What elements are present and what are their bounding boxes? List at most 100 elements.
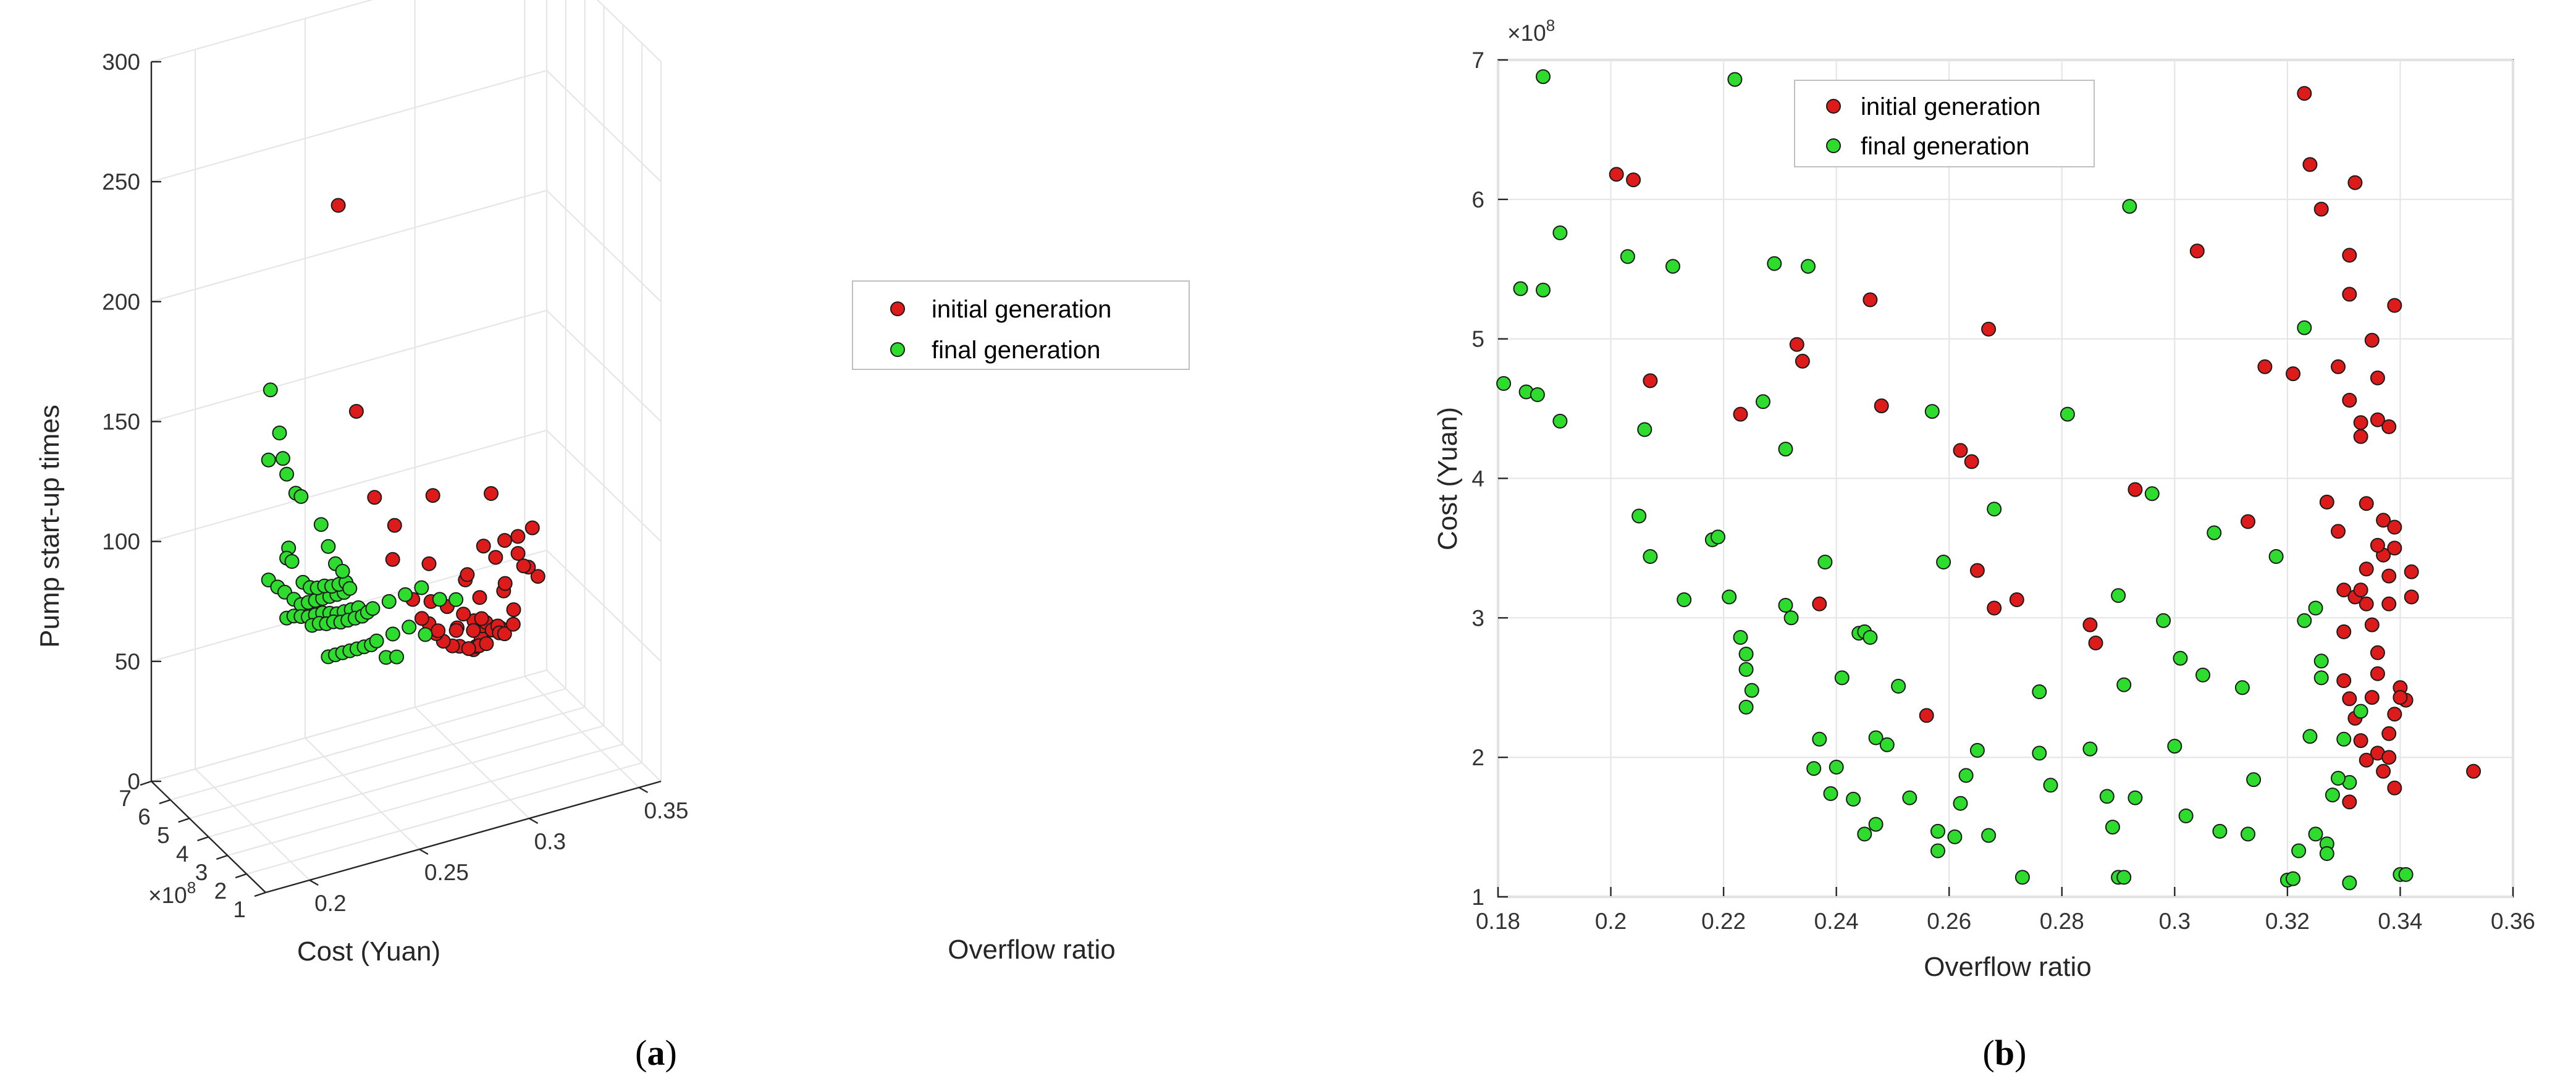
chart-a-gridline-z-back xyxy=(151,70,547,183)
chart-b-point-final xyxy=(1817,555,1833,569)
chart-b-point-final xyxy=(1812,731,1827,747)
chart-a-gridline-z-back xyxy=(151,309,547,422)
chart-b-point-initial xyxy=(2342,287,2357,302)
chart-b-point-initial xyxy=(1964,454,1979,469)
chart-b-point-initial xyxy=(2387,780,2402,796)
chart-a-points xyxy=(261,198,545,665)
chart-a-point-final xyxy=(418,627,433,642)
chart-a-legend-label-initial: initial generation xyxy=(932,296,1111,323)
chart-b-point-final xyxy=(2116,677,2132,692)
chart-b-point-final xyxy=(2308,600,2323,616)
chart-a-point-initial xyxy=(505,616,521,632)
chart-a-z-tick-label: 150 xyxy=(102,410,140,435)
chart-a-gridline-cost-floor xyxy=(246,762,642,875)
chart-a-point-initial xyxy=(497,533,512,548)
chart-a-point-final xyxy=(385,626,400,642)
chart-b-point-final xyxy=(2325,788,2340,803)
chart-b-x-tick-label: 0.32 xyxy=(2265,909,2310,934)
chart-b-point-final xyxy=(1778,442,1793,457)
chart-b-point-final xyxy=(1756,394,1770,410)
chart-a-point-initial xyxy=(510,546,526,561)
chart-b-point-initial xyxy=(2331,359,2346,374)
chart-b-point-final xyxy=(2032,746,2047,761)
chart-a-y-axis-label: Overflow ratio xyxy=(948,934,1115,965)
chart-b-point-final xyxy=(2173,650,2188,666)
chart-b-point-final xyxy=(1868,730,1884,746)
chart-a-point-final xyxy=(369,633,384,649)
chart-a-z-tick-label: 100 xyxy=(102,529,140,555)
chart-b-point-initial xyxy=(2353,429,2368,444)
chart-b-point-initial xyxy=(2387,707,2402,722)
chart-b-point-initial xyxy=(2342,794,2357,810)
chart-a-point-initial xyxy=(497,626,512,642)
chart-a-point-final xyxy=(335,563,350,579)
chart-b-point-initial xyxy=(2370,412,2385,427)
chart-b-x-tick-label: 0.2 xyxy=(1595,909,1627,934)
chart-b-point-initial xyxy=(2088,636,2103,650)
chart-a-point-final xyxy=(293,489,309,504)
chart-a-z-tick-label: 300 xyxy=(102,49,140,75)
chart-a-point-initial xyxy=(530,569,545,584)
chart-b-point-initial xyxy=(2336,624,2352,639)
chart-a-gridline-cost-floor xyxy=(189,706,585,820)
chart-b-point-initial xyxy=(1953,443,1968,458)
chart-a-point-initial xyxy=(472,590,487,605)
chart-b-point-initial xyxy=(1874,398,1889,414)
chart-a-legend-marker-final xyxy=(890,342,905,357)
chart-b-point-initial xyxy=(2370,666,2385,681)
chart-a-gridline-cost-floor xyxy=(227,743,623,857)
chart-a-point-final xyxy=(275,451,290,466)
chart-b-point-initial xyxy=(1919,708,1934,723)
chart-a-gridline-z-side xyxy=(596,0,662,62)
chart-b-point-initial xyxy=(2381,568,2397,584)
chart-b-point-initial xyxy=(2466,763,2481,779)
chart-b-point-final xyxy=(1936,555,1951,569)
chart-a-legend-label-final: final generation xyxy=(932,337,1101,364)
chart-b-legend-marker-final xyxy=(1826,138,1841,153)
chart-a-ratio-tick-label: 0.3 xyxy=(534,829,566,854)
chart-b-point-final xyxy=(1868,817,1884,832)
chart-b-point-final xyxy=(1738,647,1754,662)
chart-b-point-final xyxy=(2302,729,2318,744)
chart-b-point-final xyxy=(2313,670,2329,686)
chart-b-y-tick-label: 1 xyxy=(1471,884,1484,910)
chart-a-gridline-cost-floor xyxy=(208,724,604,838)
chart-a-point-initial xyxy=(516,558,531,574)
chart-b-point-final xyxy=(2082,741,2098,757)
chart-b-point-final xyxy=(1738,662,1754,677)
chart-b-point-final xyxy=(2156,613,2171,628)
chart-a-point-final xyxy=(381,594,397,609)
chart-a-point-final xyxy=(261,452,276,468)
chart-b-point-initial xyxy=(2387,519,2402,535)
chart-a-point-final xyxy=(398,587,413,602)
chart-b-point-initial xyxy=(1733,406,1748,422)
chart-b-point-final xyxy=(1496,376,1512,391)
chart-a-point-final xyxy=(448,592,464,607)
chart-b-point-initial xyxy=(2336,582,2352,598)
chart-a-ratio-axis-line xyxy=(265,780,662,894)
chart-b-point-final xyxy=(2178,808,2194,823)
chart-b-point-initial xyxy=(2387,540,2402,556)
chart-a-point-final xyxy=(389,649,405,665)
chart-b-point-final xyxy=(1834,670,1850,686)
chart-a-point-initial xyxy=(524,520,540,536)
chart-b-tick-labels: 0.18 0.2 0.22 0.24 0.26 0.28 0.3 0.32 0.34 0.36 1 2… xyxy=(1471,48,2535,934)
chart-b-point-final xyxy=(1953,796,1968,811)
chart-a-z-tick-label: 250 xyxy=(102,169,140,195)
chart-b-point-final xyxy=(1778,598,1793,613)
chart-a-cost-tick-label: 4 xyxy=(176,841,189,867)
chart-b-point-final xyxy=(1738,699,1754,715)
chart-b-point-final xyxy=(2144,486,2160,502)
chart-b-point-initial xyxy=(1969,563,1985,578)
chart-b-point-final xyxy=(1947,829,1963,844)
chart-a-point-initial xyxy=(474,611,489,626)
chart-a-gridline-z-side xyxy=(546,309,662,422)
chart-a-point-initial xyxy=(387,518,402,533)
chart-b-point-final xyxy=(1863,630,1878,645)
chart-b-x-tick-label: 0.3 xyxy=(2159,909,2191,934)
panel-b-caption: (b) xyxy=(1983,1033,2027,1073)
chart-b-point-initial xyxy=(2359,752,2374,768)
chart-b-point-final xyxy=(1677,592,1692,607)
chart-b-point-initial xyxy=(2342,393,2357,408)
chart-b-point-initial xyxy=(1609,167,1624,182)
